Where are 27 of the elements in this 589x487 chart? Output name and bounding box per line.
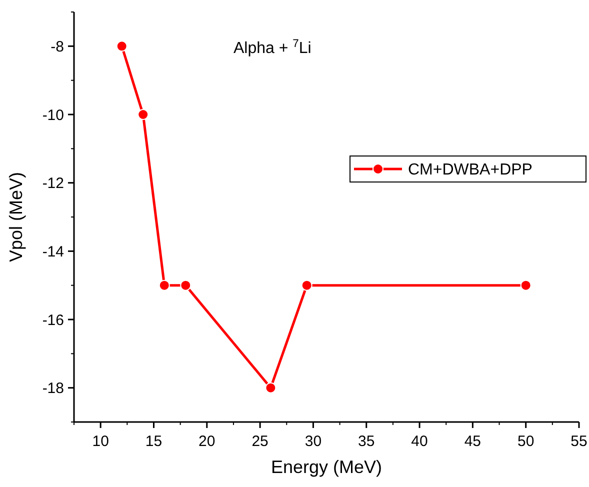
y-tick-label: -16: [42, 312, 64, 329]
point: [116, 40, 128, 52]
annotation: Alpha + $^{7}$Li: [233, 38, 312, 57]
x-tick-label: 30: [304, 433, 322, 450]
y-tick-label: -8: [50, 38, 64, 56]
x-tick-label: 50: [518, 433, 534, 450]
x-tick-label: 40: [411, 433, 428, 450]
point: [265, 382, 276, 394]
y-tick-label: -12: [42, 175, 64, 192]
point: [301, 280, 312, 291]
x-tick-label: 10: [92, 433, 109, 450]
point: [520, 280, 532, 291]
legend-label: CM+DWBA+DPP: [408, 162, 532, 179]
y-tick-label: -14: [42, 243, 64, 260]
x-tick-label: 45: [464, 433, 482, 450]
point: [138, 109, 149, 120]
x-tick-label: 55: [570, 433, 588, 450]
y-tick-label: -18: [42, 380, 64, 398]
x-tick-label: 15: [145, 433, 162, 450]
point: [158, 280, 170, 291]
x-axis-title: Energy (MeV): [270, 457, 382, 477]
x-tick-label: 35: [358, 433, 375, 450]
y-axis-title: Vpol (MeV): [6, 172, 26, 262]
y-tick-label: -10: [42, 106, 64, 124]
x-tick-label: 20: [198, 433, 216, 450]
x-tick-label: 25: [252, 433, 268, 450]
point: [180, 280, 192, 291]
